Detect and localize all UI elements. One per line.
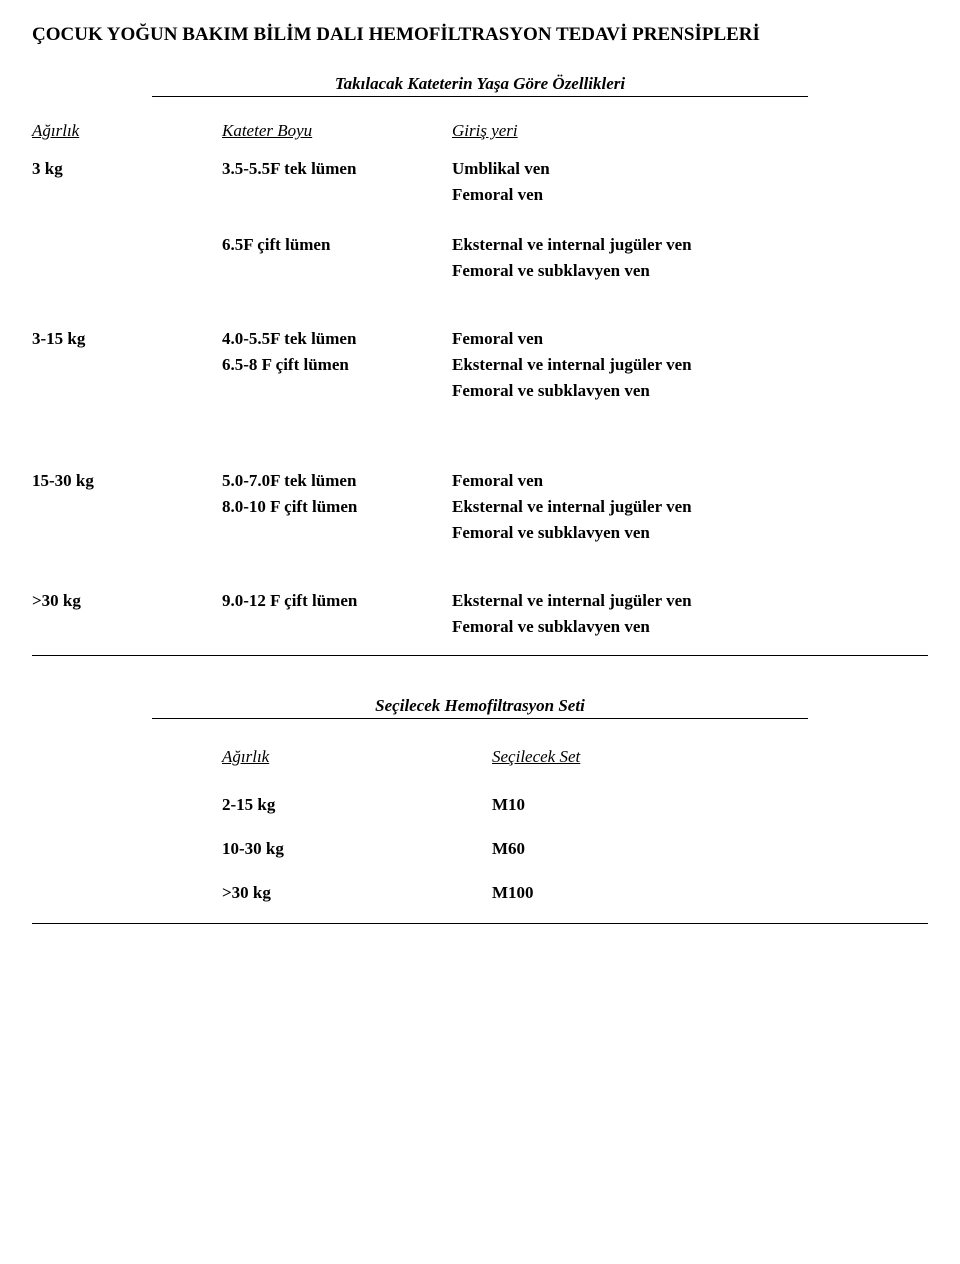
weight-cell: 15-30 kg	[32, 471, 222, 491]
size-cell: 3.5-5.5F tek lümen	[222, 159, 452, 179]
group-gt30kg: >30 kg 9.0-12 F çift lümen Eksternal ve …	[32, 591, 928, 637]
weight-cell: >30 kg	[222, 883, 492, 903]
group-15-30kg: 15-30 kg 5.0-7.0F tek lümen Femoral ven …	[32, 471, 928, 543]
group-3kg-sub: 6.5F çift lümen Eksternal ve internal ju…	[32, 235, 928, 281]
table-row: Femoral ve subklavyen ven	[32, 261, 928, 281]
table-row: 15-30 kg 5.0-7.0F tek lümen Femoral ven	[32, 471, 928, 491]
set-cell: M60	[492, 839, 928, 859]
table-row: Femoral ve subklavyen ven	[32, 617, 928, 637]
section1-heading-rule	[152, 96, 808, 97]
table-row: >30 kg M100	[222, 883, 928, 903]
table-row: 10-30 kg M60	[222, 839, 928, 859]
site-cell: Femoral ve subklavyen ven	[452, 523, 928, 543]
group-3-15kg: 3-15 kg 4.0-5.5F tek lümen Femoral ven 6…	[32, 329, 928, 401]
set-cell: M100	[492, 883, 928, 903]
size-cell: 6.5-8 F çift lümen	[222, 355, 452, 375]
table-row: 3-15 kg 4.0-5.5F tek lümen Femoral ven	[32, 329, 928, 349]
table-row: Femoral ve subklavyen ven	[32, 523, 928, 543]
section2-table: Ağırlık Seçilecek Set 2-15 kg M10 10-30 …	[222, 747, 928, 903]
page-title: ÇOCUK YOĞUN BAKIM BİLİM DALI HEMOFİLTRAS…	[32, 24, 928, 46]
site-cell: Femoral ve subklavyen ven	[452, 381, 928, 401]
table-row: 6.5-8 F çift lümen Eksternal ve internal…	[32, 355, 928, 375]
weight-cell: 3 kg	[32, 159, 222, 179]
set-cell: M10	[492, 795, 928, 815]
site-cell: Eksternal ve internal jugüler ven	[452, 497, 928, 517]
section1-heading: Takılacak Kateterin Yaşa Göre Özellikler…	[32, 74, 928, 94]
section2-end-rule	[32, 923, 928, 924]
site-cell: Femoral ve subklavyen ven	[452, 617, 928, 637]
table-row: 3 kg 3.5-5.5F tek lümen Umblikal ven	[32, 159, 928, 179]
site-cell: Femoral ve subklavyen ven	[452, 261, 928, 281]
section2-heading: Seçilecek Hemofiltrasyon Seti	[32, 696, 928, 716]
site-cell: Femoral ven	[452, 471, 928, 491]
weight-cell: 10-30 kg	[222, 839, 492, 859]
table-row: >30 kg 9.0-12 F çift lümen Eksternal ve …	[32, 591, 928, 611]
table-row: Femoral ve subklavyen ven	[32, 381, 928, 401]
weight-cell: >30 kg	[32, 591, 222, 611]
site-cell: Umblikal ven	[452, 159, 928, 179]
header-size: Kateter Boyu	[222, 121, 452, 141]
size-cell: 5.0-7.0F tek lümen	[222, 471, 452, 491]
section2: Seçilecek Hemofiltrasyon Seti Ağırlık Se…	[32, 696, 928, 924]
site-cell: Eksternal ve internal jugüler ven	[452, 355, 928, 375]
section2-header-row: Ağırlık Seçilecek Set	[222, 747, 928, 767]
weight-cell: 2-15 kg	[222, 795, 492, 815]
section2-heading-rule	[152, 718, 808, 719]
group-3kg: 3 kg 3.5-5.5F tek lümen Umblikal ven Fem…	[32, 159, 928, 205]
weight-cell: 3-15 kg	[32, 329, 222, 349]
table-row: 2-15 kg M10	[222, 795, 928, 815]
section1-header-row: Ağırlık Kateter Boyu Giriş yeri	[32, 121, 928, 141]
header-site-text: Giriş yeri	[452, 121, 518, 140]
section1-heading-wrap: Takılacak Kateterin Yaşa Göre Özellikler…	[32, 74, 928, 97]
table-row: 6.5F çift lümen Eksternal ve internal ju…	[32, 235, 928, 255]
header-weight2: Ağırlık	[222, 747, 492, 767]
site-cell: Femoral ven	[452, 185, 928, 205]
site-cell: Eksternal ve internal jugüler ven	[452, 235, 928, 255]
site-cell: Eksternal ve internal jugüler ven	[452, 591, 928, 611]
table-row: Femoral ven	[32, 185, 928, 205]
section1-end-rule	[32, 655, 928, 656]
table-row: 8.0-10 F çift lümen Eksternal ve interna…	[32, 497, 928, 517]
header-weight: Ağırlık	[32, 121, 222, 141]
size-cell: 4.0-5.5F tek lümen	[222, 329, 452, 349]
header-site: Giriş yeri	[452, 121, 928, 141]
size-cell: 6.5F çift lümen	[222, 235, 452, 255]
header-set: Seçilecek Set	[492, 747, 928, 767]
size-cell: 9.0-12 F çift lümen	[222, 591, 452, 611]
site-cell: Femoral ven	[452, 329, 928, 349]
size-cell: 8.0-10 F çift lümen	[222, 497, 452, 517]
